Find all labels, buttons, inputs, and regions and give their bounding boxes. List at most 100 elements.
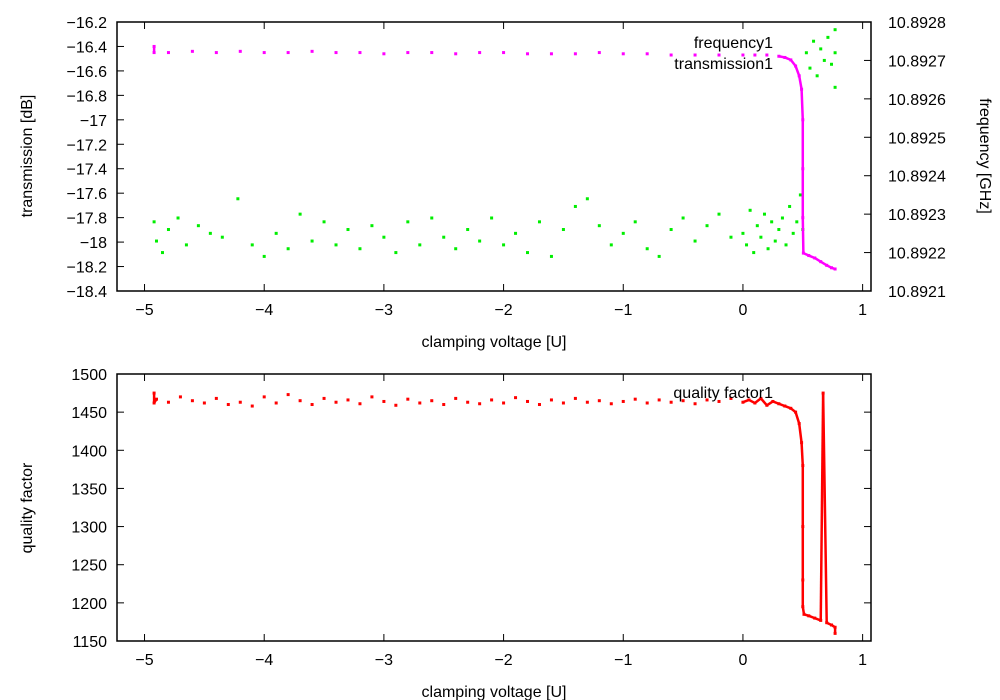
- data-point: [585, 400, 589, 404]
- data-point: [561, 228, 565, 232]
- data-point: [585, 197, 589, 201]
- data-point: [770, 220, 774, 224]
- data-point-run: [742, 398, 750, 404]
- data-point: [681, 399, 685, 403]
- data-point-run: [826, 264, 833, 269]
- x-tick-label: 1: [858, 302, 867, 319]
- top-y-axis-label: transmission [dB]: [19, 95, 36, 218]
- data-point: [334, 51, 338, 55]
- legend-quality-factor1: quality factor1: [673, 385, 773, 402]
- data-point: [184, 243, 188, 247]
- data-point: [526, 399, 530, 403]
- data-point: [250, 243, 254, 247]
- y-tick-label: −17.8: [67, 211, 108, 228]
- data-point: [669, 53, 673, 57]
- y-tick-label: 1450: [71, 405, 107, 422]
- data-point: [752, 251, 756, 255]
- data-point: [833, 28, 837, 32]
- data-point: [645, 247, 649, 251]
- y-tick-label: −16.8: [67, 88, 108, 105]
- data-point: [490, 216, 494, 220]
- data-point: [418, 401, 422, 405]
- bottom-plot-frame: [116, 373, 872, 642]
- data-point: [621, 231, 625, 235]
- y-tick-label: −17.4: [67, 162, 108, 179]
- y-tick-label: 1400: [71, 443, 107, 460]
- x-tick-label: −2: [494, 652, 512, 669]
- data-point: [693, 402, 697, 406]
- data-point: [310, 403, 314, 407]
- top-panel: −5 −4 −3 −2 −1 0 1 −16.2 −16.4 −16.6 −16.8 −17 −17.…: [19, 15, 993, 351]
- data-point: [478, 402, 482, 406]
- data-point: [669, 400, 673, 404]
- top-y2-axis: 10.8928 10.8927 10.8926 10.8925 10.8924 10.89…: [864, 15, 946, 301]
- data-point-run: [790, 407, 797, 414]
- data-point: [717, 212, 721, 216]
- data-point: [833, 51, 837, 55]
- y-tick-label: 1150: [73, 634, 108, 651]
- x-tick-label: 0: [738, 652, 747, 669]
- data-point: [250, 404, 254, 408]
- data-point: [693, 53, 697, 57]
- data-point: [166, 400, 170, 404]
- data-point: [657, 398, 661, 402]
- data-point-run: [789, 59, 797, 67]
- data-point-run: [802, 251, 810, 257]
- data-point: [573, 396, 577, 400]
- top-y-axis: −16.2 −16.4 −16.6 −16.8 −17 −17.2 −17.4 −17.6 −1…: [67, 15, 124, 301]
- data-point-run: [754, 397, 762, 404]
- data-point: [795, 220, 799, 224]
- data-point: [621, 399, 625, 403]
- data-point: [454, 247, 458, 251]
- data-point: [190, 49, 194, 53]
- top-x-axis: −5 −4 −3 −2 −1 0 1: [135, 22, 867, 319]
- data-point: [502, 401, 506, 405]
- data-point-run: [801, 606, 806, 615]
- bottom-data-points: [152, 391, 837, 635]
- data-point: [358, 247, 362, 251]
- data-point-run: [800, 89, 805, 120]
- data-point: [334, 400, 338, 404]
- y-tick-label: 1350: [71, 481, 107, 498]
- data-point: [791, 231, 795, 235]
- data-point: [609, 402, 613, 406]
- data-point: [773, 239, 777, 243]
- data-point: [537, 220, 541, 224]
- data-point: [346, 228, 350, 232]
- data-point-run: [826, 621, 833, 627]
- data-point: [430, 51, 434, 55]
- data-point: [808, 66, 812, 70]
- data-point: [322, 220, 326, 224]
- bottom-y-axis-label: quality factor: [19, 462, 36, 553]
- series-quality-factor1: [152, 391, 837, 635]
- data-point: [394, 403, 398, 407]
- y-tick-label: −17: [80, 113, 107, 130]
- data-point: [466, 400, 470, 404]
- data-point: [334, 243, 338, 247]
- y-tick-label: 1300: [71, 520, 107, 537]
- data-point: [220, 235, 224, 239]
- data-point: [762, 212, 766, 216]
- data-point-run: [800, 442, 805, 466]
- data-point: [657, 254, 661, 258]
- data-point: [645, 401, 649, 405]
- top-data-points: [152, 28, 837, 271]
- series-transmission1: [152, 44, 837, 271]
- data-point: [621, 52, 625, 56]
- y-tick-label: −17.2: [67, 137, 108, 154]
- data-point: [202, 401, 206, 405]
- data-point: [755, 224, 759, 228]
- data-point: [502, 51, 506, 55]
- data-point: [526, 251, 530, 255]
- data-point-run: [797, 75, 803, 90]
- data-point: [226, 403, 230, 407]
- data-point: [815, 74, 819, 78]
- data-point: [759, 235, 763, 239]
- data-point: [178, 395, 182, 399]
- bottom-x-axis: −5 −4 −3 −2 −1 0 1: [135, 374, 867, 669]
- data-point: [262, 51, 266, 55]
- data-point-run: [821, 393, 828, 623]
- data-point: [298, 212, 302, 216]
- data-point: [573, 52, 577, 56]
- x-tick-label: 0: [738, 302, 747, 319]
